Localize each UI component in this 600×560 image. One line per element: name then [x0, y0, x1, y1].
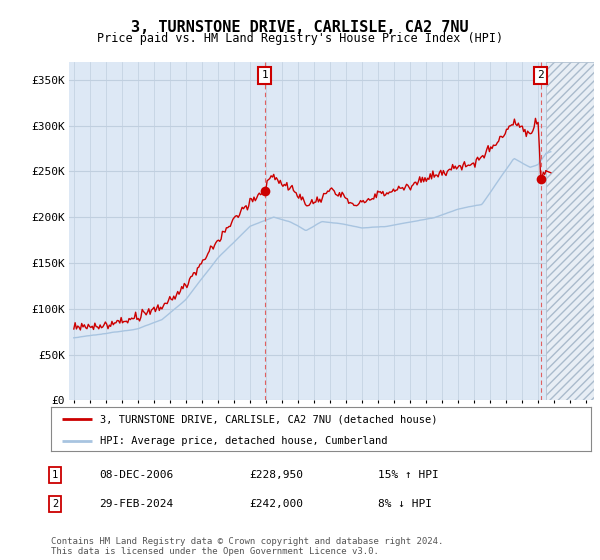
Bar: [546, 62, 594, 400]
Text: 8% ↓ HPI: 8% ↓ HPI: [378, 499, 432, 509]
Text: 1: 1: [261, 71, 268, 80]
Text: 15% ↑ HPI: 15% ↑ HPI: [378, 470, 439, 480]
Text: Price paid vs. HM Land Registry's House Price Index (HPI): Price paid vs. HM Land Registry's House …: [97, 32, 503, 45]
Text: 29-FEB-2024: 29-FEB-2024: [99, 499, 173, 509]
Text: £242,000: £242,000: [249, 499, 303, 509]
Text: 08-DEC-2006: 08-DEC-2006: [99, 470, 173, 480]
Text: 1: 1: [52, 470, 58, 480]
Text: 3, TURNSTONE DRIVE, CARLISLE, CA2 7NU: 3, TURNSTONE DRIVE, CARLISLE, CA2 7NU: [131, 20, 469, 35]
Text: £228,950: £228,950: [249, 470, 303, 480]
Text: 2: 2: [538, 71, 544, 80]
Text: 2: 2: [52, 499, 58, 509]
Bar: [546, 62, 594, 400]
Text: 3, TURNSTONE DRIVE, CARLISLE, CA2 7NU (detached house): 3, TURNSTONE DRIVE, CARLISLE, CA2 7NU (d…: [100, 414, 437, 424]
Text: Contains HM Land Registry data © Crown copyright and database right 2024.: Contains HM Land Registry data © Crown c…: [51, 538, 443, 547]
Text: This data is licensed under the Open Government Licence v3.0.: This data is licensed under the Open Gov…: [51, 548, 379, 557]
Text: HPI: Average price, detached house, Cumberland: HPI: Average price, detached house, Cumb…: [100, 436, 387, 446]
